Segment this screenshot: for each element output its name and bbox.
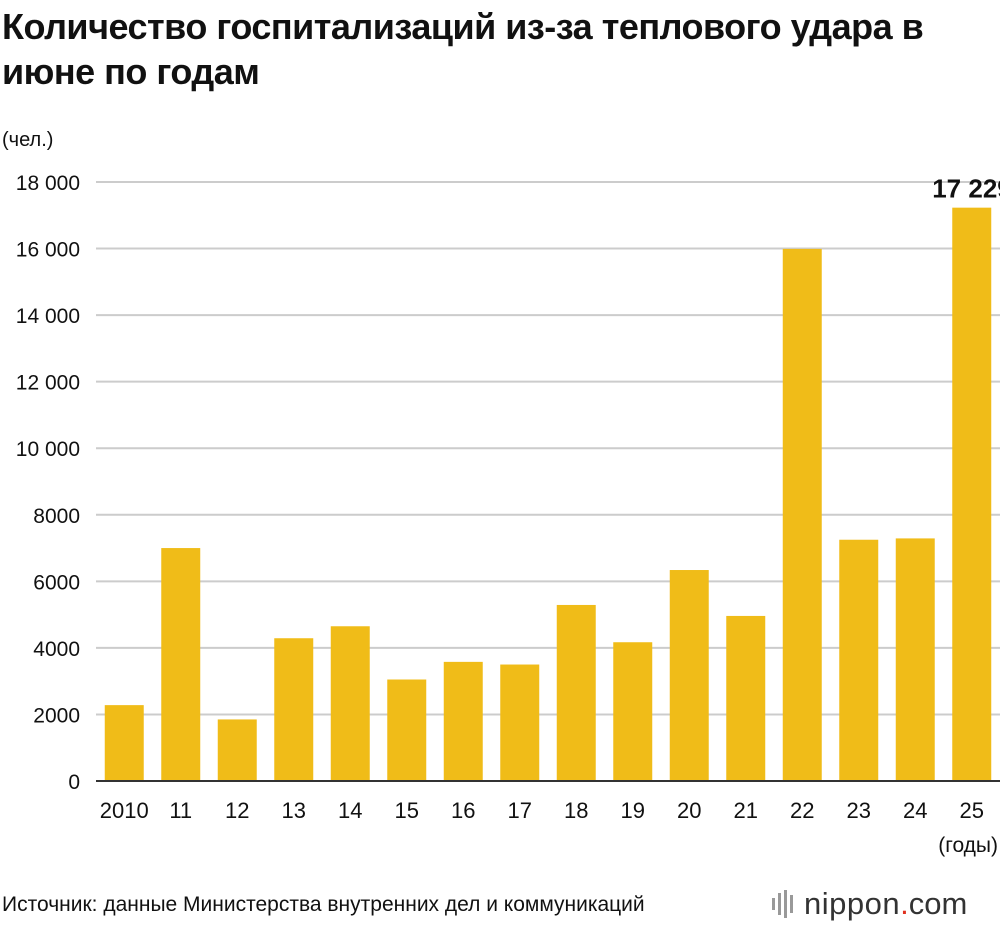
x-tick-label: 19 xyxy=(621,798,645,823)
bar xyxy=(726,615,766,781)
x-tick-label: 11 xyxy=(169,798,192,823)
bar xyxy=(952,207,992,781)
bar xyxy=(161,548,201,781)
logo-tld: com xyxy=(908,886,968,921)
x-tick-label: 13 xyxy=(282,798,306,823)
bar xyxy=(895,538,935,781)
x-tick-label: 15 xyxy=(395,798,419,823)
x-tick-label: 23 xyxy=(847,798,871,823)
bar xyxy=(387,679,427,781)
y-tick-label: 4000 xyxy=(33,638,80,661)
x-tick-label: 18 xyxy=(564,798,588,823)
data-label-max: 17 229 xyxy=(932,174,1000,204)
x-tick-label: 25 xyxy=(960,798,984,823)
y-tick-label: 2000 xyxy=(33,704,80,727)
y-unit-label: (чел.) xyxy=(2,129,54,151)
y-tick-label: 12 000 xyxy=(16,372,80,395)
y-tick-label: 16 000 xyxy=(16,239,80,262)
bar xyxy=(500,664,540,781)
bar xyxy=(274,638,314,781)
bar-chart: 0 2000 4000 6000 8000 10 000 12 000 14 000 16 00… xyxy=(16,172,1000,857)
logo-bars-icon xyxy=(772,890,793,918)
nippon-logo: nippon. com xyxy=(770,886,967,922)
bar xyxy=(669,570,709,781)
x-tick-label: 12 xyxy=(225,798,249,823)
x-tick-label: 20 xyxy=(677,798,701,823)
bar xyxy=(613,642,653,781)
x-tick-label: 17 xyxy=(508,798,532,823)
bar xyxy=(217,719,257,781)
bar xyxy=(330,626,370,781)
y-tick-label: 8000 xyxy=(33,505,80,528)
x-unit-label: (годы) xyxy=(938,834,998,857)
y-tick-label: 10 000 xyxy=(16,438,80,461)
y-tick-label: 6000 xyxy=(33,571,80,594)
logo-name: nippon xyxy=(804,886,901,921)
logo-dot: . xyxy=(900,886,909,921)
bar xyxy=(104,705,144,781)
x-tick-label: 24 xyxy=(903,798,927,823)
bar xyxy=(556,604,596,781)
x-tick-label: 22 xyxy=(790,798,814,823)
source-note: Источник: данные Министерства внутренних… xyxy=(2,893,645,916)
bar xyxy=(839,539,879,781)
x-tick-label: 2010 xyxy=(100,798,149,823)
bar xyxy=(782,248,822,782)
y-tick-label: 18 000 xyxy=(16,172,80,195)
bar xyxy=(443,661,483,781)
y-tick-label: 0 xyxy=(68,771,80,794)
x-tick-label: 21 xyxy=(734,798,758,823)
x-tick-label: 14 xyxy=(338,798,362,823)
y-tick-label: 14 000 xyxy=(16,305,80,328)
x-tick-label: 16 xyxy=(451,798,475,823)
chart-title: Количество госпитализаций из-за тепловог… xyxy=(2,6,924,92)
